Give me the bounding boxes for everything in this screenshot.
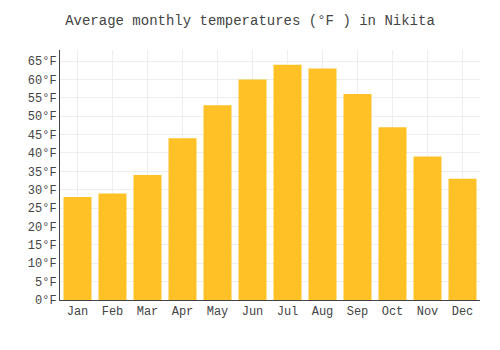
- svg-text:45°F: 45°F: [28, 129, 57, 143]
- svg-text:Average monthly temperatures (: Average monthly temperatures (°F ) in Ni…: [65, 13, 435, 29]
- svg-text:10°F: 10°F: [28, 257, 57, 271]
- svg-text:Mar: Mar: [137, 305, 159, 319]
- svg-text:Jul: Jul: [277, 305, 299, 319]
- svg-text:Feb: Feb: [102, 305, 124, 319]
- svg-text:35°F: 35°F: [28, 166, 57, 180]
- svg-text:Oct: Oct: [382, 305, 404, 319]
- svg-text:60°F: 60°F: [28, 74, 57, 88]
- svg-text:0°F: 0°F: [35, 294, 57, 308]
- svg-text:Aug: Aug: [312, 305, 334, 319]
- svg-text:20°F: 20°F: [28, 221, 57, 235]
- svg-text:Nov: Nov: [417, 305, 439, 319]
- svg-text:15°F: 15°F: [28, 239, 57, 253]
- svg-text:Jan: Jan: [67, 305, 89, 319]
- svg-text:May: May: [207, 305, 229, 319]
- svg-text:Dec: Dec: [452, 305, 474, 319]
- svg-text:5°F: 5°F: [35, 276, 57, 290]
- svg-text:50°F: 50°F: [28, 110, 57, 124]
- svg-text:55°F: 55°F: [28, 92, 57, 106]
- svg-text:30°F: 30°F: [28, 184, 57, 198]
- svg-text:25°F: 25°F: [28, 202, 57, 216]
- svg-text:Sep: Sep: [347, 305, 369, 319]
- svg-text:65°F: 65°F: [28, 55, 57, 69]
- svg-text:40°F: 40°F: [28, 147, 57, 161]
- svg-text:Jun: Jun: [242, 305, 264, 319]
- svg-text:Apr: Apr: [172, 305, 194, 319]
